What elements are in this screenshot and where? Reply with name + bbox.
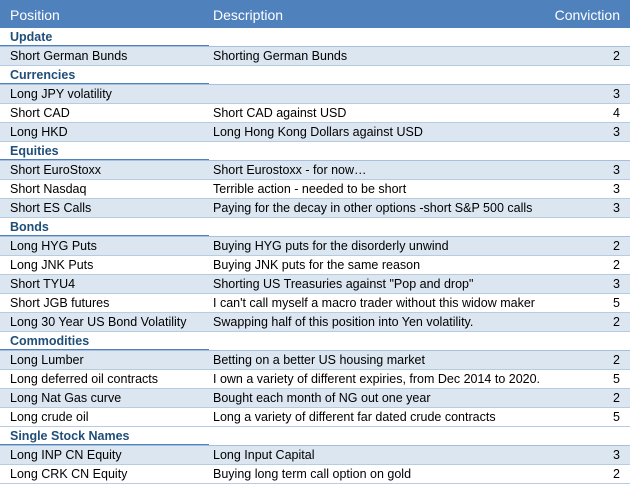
cell-position: Long Lumber	[10, 353, 84, 367]
cell-description: Terrible action - needed to be short	[213, 182, 407, 196]
cell-position: Long CRK CN Equity	[10, 467, 128, 481]
cell-conviction: 5	[613, 296, 620, 310]
header-position: Position	[10, 7, 60, 23]
cell-conviction: 3	[613, 182, 620, 196]
table-row: Long JPY volatility 3	[0, 85, 630, 104]
cell-position: Long HKD	[10, 125, 68, 139]
cell-conviction: 2	[613, 315, 620, 329]
cell-conviction: 5	[613, 372, 620, 386]
cell-position: Long crude oil	[10, 410, 89, 424]
section-title: Bonds	[10, 220, 49, 234]
cell-conviction: 3	[613, 163, 620, 177]
cell-conviction: 2	[613, 467, 620, 481]
cell-position: Long JPY volatility	[10, 87, 112, 101]
cell-description: Swapping half of this position into Yen …	[213, 315, 474, 329]
section-title: Currencies	[10, 68, 76, 82]
section-header: Equities	[0, 142, 630, 161]
cell-description: Shorting German Bunds	[213, 49, 348, 63]
cell-description: Buying JNK puts for the same reason	[213, 258, 421, 272]
cell-description: I own a variety of different expiries, f…	[213, 372, 541, 386]
cell-position: Short German Bunds	[10, 49, 128, 63]
table-header-row: Position Description Conviction	[0, 0, 630, 28]
cell-conviction: 3	[613, 201, 620, 215]
cell-position: Long deferred oil contracts	[10, 372, 159, 386]
table-row: Long Lumber Betting on a better US housin…	[0, 351, 630, 370]
table-row: Long HYG Puts Buying HYG puts for the dis…	[0, 237, 630, 256]
cell-position: Long HYG Puts	[10, 239, 97, 253]
header-conviction: Conviction	[554, 7, 620, 23]
cell-description: Buying long term call option on gold	[213, 467, 412, 481]
table-row: Short German Bunds Shorting German Bunds 2	[0, 47, 630, 66]
table-row: Short Nasdaq Terrible action - needed to …	[0, 180, 630, 199]
table-row: Long CRK CN Equity Buying long term call …	[0, 465, 630, 484]
table-row: Long INP CN Equity Long Input Capital 3	[0, 446, 630, 465]
cell-position: Short Nasdaq	[10, 182, 87, 196]
table-row: Long Nat Gas curve Bought each month of N…	[0, 389, 630, 408]
cell-description: Buying HYG puts for the disorderly unwin…	[213, 239, 449, 253]
cell-conviction: 3	[613, 125, 620, 139]
section-title: Equities	[10, 144, 59, 158]
table-row: Long 30 Year US Bond Volatility Swapping …	[0, 313, 630, 332]
cell-conviction: 4	[613, 106, 620, 120]
table-row: Short JGB futures I can't call myself a m…	[0, 294, 630, 313]
section-title: Single Stock Names	[10, 429, 130, 443]
table-row: Short TYU4 Shorting US Treasuries against…	[0, 275, 630, 294]
cell-conviction: 2	[613, 353, 620, 367]
cell-description: Betting on a better US housing market	[213, 353, 425, 367]
cell-position: Long INP CN Equity	[10, 448, 122, 462]
section-title: Update	[10, 30, 53, 44]
table-row: Long HKD Long Hong Kong Dollars against U…	[0, 123, 630, 142]
cell-position: Long 30 Year US Bond Volatility	[10, 315, 187, 329]
cell-position: Short JGB futures	[10, 296, 110, 310]
cell-position: Short TYU4	[10, 277, 76, 291]
cell-description: Paying for the decay in other options -s…	[213, 201, 533, 215]
cell-description: Long Hong Kong Dollars against USD	[213, 125, 423, 139]
table-body: Update Short German Bunds Shorting German …	[0, 28, 630, 484]
cell-description: Shorting US Treasuries against "Pop and …	[213, 277, 474, 291]
cell-description: Short CAD against USD	[213, 106, 347, 120]
cell-conviction: 3	[613, 87, 620, 101]
cell-position: Short EuroStoxx	[10, 163, 102, 177]
table-row: Short ES Calls Paying for the decay in ot…	[0, 199, 630, 218]
cell-conviction: 2	[613, 239, 620, 253]
cell-position: Long Nat Gas curve	[10, 391, 122, 405]
section-header: Currencies	[0, 66, 630, 85]
cell-position: Short ES Calls	[10, 201, 92, 215]
table-row: Long JNK Puts Buying JNK puts for the sam…	[0, 256, 630, 275]
cell-position: Short CAD	[10, 106, 70, 120]
cell-conviction: 3	[613, 448, 620, 462]
section-header: Bonds	[0, 218, 630, 237]
cell-description: Short Eurostoxx - for now…	[213, 163, 367, 177]
table-row: Long crude oil Long a variety of differen…	[0, 408, 630, 427]
table-row: Short CAD Short CAD against USD 4	[0, 104, 630, 123]
positions-table: Position Description Conviction Update Sh…	[0, 0, 630, 484]
cell-conviction: 3	[613, 277, 620, 291]
section-header: Update	[0, 28, 630, 47]
cell-conviction: 2	[613, 49, 620, 63]
cell-description: Long a variety of different far dated cr…	[213, 410, 496, 424]
cell-position: Long JNK Puts	[10, 258, 94, 272]
section-header: Single Stock Names	[0, 427, 630, 446]
cell-description: Long Input Capital	[213, 448, 315, 462]
cell-conviction: 2	[613, 391, 620, 405]
cell-conviction: 5	[613, 410, 620, 424]
table-row: Short EuroStoxx Short Eurostoxx - for now…	[0, 161, 630, 180]
cell-description: Bought each month of NG out one year	[213, 391, 431, 405]
cell-conviction: 2	[613, 258, 620, 272]
table-row: Long deferred oil contracts I own a varie…	[0, 370, 630, 389]
header-description: Description	[213, 7, 284, 23]
cell-description: I can't call myself a macro trader witho…	[213, 296, 535, 310]
section-title: Commodities	[10, 334, 90, 348]
section-header: Commodities	[0, 332, 630, 351]
